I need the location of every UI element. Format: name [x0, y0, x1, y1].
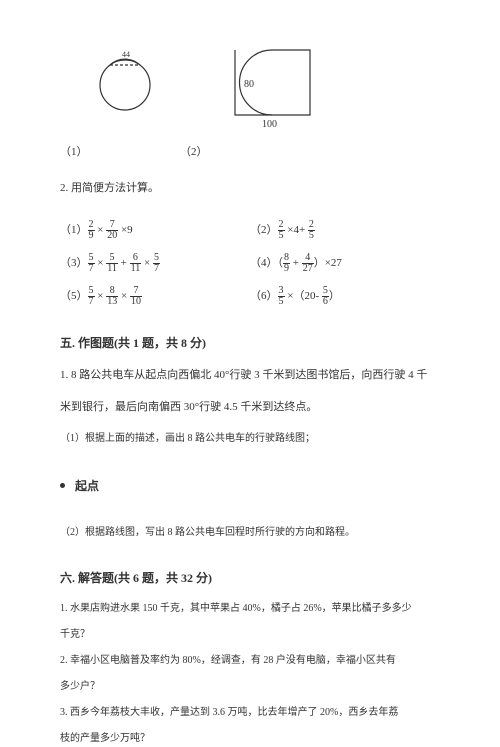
start-label: 起点	[75, 478, 99, 495]
figure-2-wrapper: 80 100 （2）	[220, 30, 330, 161]
s6-q1-a: 1. 水果店购进水果 150 千克，其中苹果占 40%，橘子占 26%，苹果比橘…	[60, 601, 450, 617]
expr-1: （1）29 × 720 ×9	[60, 220, 250, 241]
expr-row-1: （1）29 × 720 ×9 （2）25 ×4+ 25	[60, 220, 450, 241]
figure-1-wrapper: 44 （1）	[60, 30, 190, 161]
expr-2: （2）25 ×4+ 25	[250, 220, 315, 241]
dot-icon	[60, 483, 65, 488]
expr-row-2: （3）57 × 511 + 611 × 57 （4）（89 + 427）×27	[60, 253, 450, 274]
expr-6: （6）35 ×（20- 56）	[250, 286, 340, 307]
expr-row-3: （5）57 × 813 × 710 （6）35 ×（20- 56）	[60, 286, 450, 307]
s6-q3-a: 3. 西乡今年荔枝大丰收，产量达到 3.6 万吨，比去年增产了 20%，西乡去年…	[60, 705, 450, 721]
s6-q2-b: 多少户？	[60, 679, 450, 695]
section5-title: 五. 作图题(共 1 题，共 8 分)	[60, 335, 450, 352]
fig1-label: （1）	[60, 145, 190, 160]
s6-q3-b: 枝的产量多少万吨？	[60, 731, 450, 747]
e5-pre: （5）	[60, 290, 88, 302]
s5-q1-a: 1. 8 路公共电车从起点向西偏北 40°行驶 3 千米到达图书馆后，向西行驶 …	[60, 366, 450, 386]
expr-3: （3）57 × 511 + 611 × 57	[60, 253, 250, 274]
s6-q2-a: 2. 幸福小区电脑普及率约为 80%，经调查，有 28 户没有电脑，幸福小区共有	[60, 653, 450, 669]
e3-pre: （3）	[60, 257, 88, 269]
s5-q1-b: 米到银行，最后向南偏西 30°行驶 4.5 千米到达终点。	[60, 398, 450, 418]
expr-5: （5）57 × 813 × 710	[60, 286, 250, 307]
s5-sub2: （2）根据路线图，写出 8 路公共电车回程时所行驶的方向和路程。	[60, 524, 450, 542]
s5-sub1: （1）根据上面的描述，画出 8 路公共电车的行驶路线图；	[60, 430, 450, 448]
fig2-left-label: 80	[244, 79, 254, 90]
fig2-label: （2）	[180, 145, 330, 160]
e2-pre: （2）	[250, 224, 278, 236]
e6-pre: （6）	[250, 290, 278, 302]
figure-2-svg: 80 100	[220, 30, 330, 140]
s6-q1-b: 千克？	[60, 627, 450, 643]
expr-4: （4）（89 + 427）×27	[250, 253, 342, 274]
figures-row: 44 （1） 80 100 （2）	[60, 30, 450, 161]
e4-pre: （4）（	[250, 257, 283, 269]
figure-1-svg: 44	[60, 30, 190, 140]
q2-intro: 2. 用简便方法计算。	[60, 181, 450, 196]
fig1-inner-label: 44	[122, 50, 130, 59]
e1-pre: （1）	[60, 224, 88, 236]
start-point-row: 起点	[60, 478, 450, 495]
section6-title: 六. 解答题(共 6 题，共 32 分)	[60, 570, 450, 587]
fig2-bottom-label: 100	[262, 119, 277, 130]
